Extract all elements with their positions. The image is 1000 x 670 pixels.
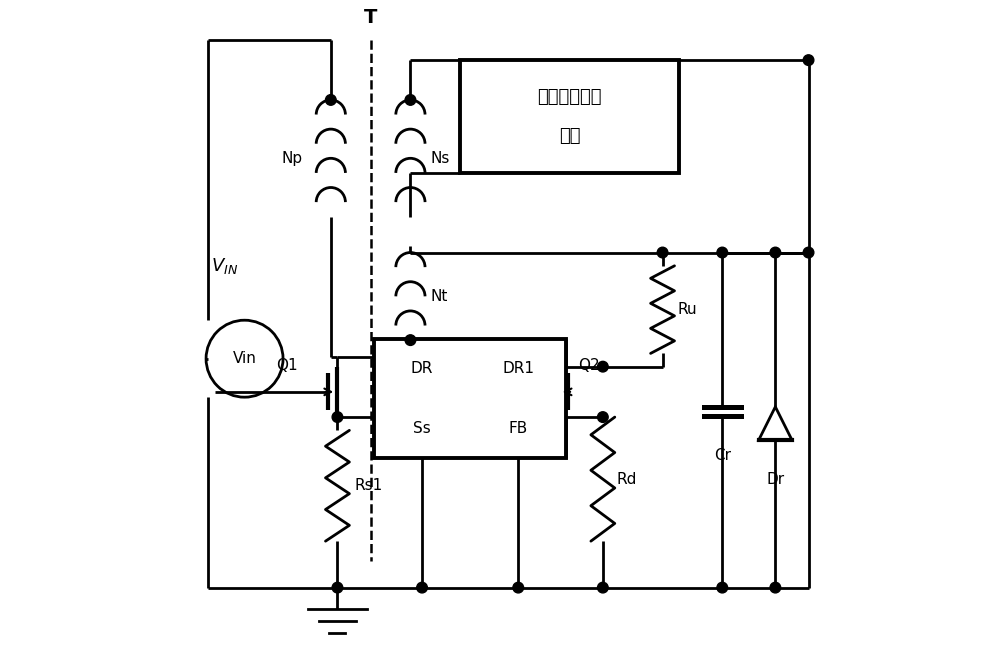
Text: $V_{IN}$: $V_{IN}$ <box>211 256 239 276</box>
Text: Cr: Cr <box>714 448 731 464</box>
Circle shape <box>770 582 781 593</box>
Text: FB: FB <box>509 421 528 436</box>
Circle shape <box>803 55 814 66</box>
Circle shape <box>405 94 416 105</box>
Text: DR: DR <box>411 361 433 376</box>
Bar <box>374 339 566 458</box>
Circle shape <box>770 247 781 258</box>
Text: Vin: Vin <box>233 351 256 366</box>
Circle shape <box>598 361 608 372</box>
Circle shape <box>717 582 728 593</box>
Text: Ss: Ss <box>413 421 431 436</box>
Circle shape <box>332 412 343 422</box>
Bar <box>460 60 679 173</box>
Text: Rs1: Rs1 <box>354 478 382 493</box>
Text: Dr: Dr <box>766 472 784 487</box>
Circle shape <box>332 582 343 593</box>
Circle shape <box>657 247 668 258</box>
Circle shape <box>803 247 814 258</box>
Circle shape <box>325 94 336 105</box>
Text: DR1: DR1 <box>502 361 534 376</box>
Circle shape <box>598 412 608 422</box>
Text: T: T <box>364 8 377 27</box>
Text: Nt: Nt <box>430 289 448 304</box>
Circle shape <box>717 247 728 258</box>
Text: 部分: 部分 <box>559 127 580 145</box>
Circle shape <box>417 582 427 593</box>
Text: Q2: Q2 <box>578 358 600 373</box>
Text: Rd: Rd <box>616 472 636 486</box>
Text: Ru: Ru <box>677 302 697 317</box>
Text: Np: Np <box>282 151 303 165</box>
Text: 付边输出电路: 付边输出电路 <box>537 88 602 106</box>
Text: Q1: Q1 <box>276 358 298 373</box>
Polygon shape <box>759 407 792 440</box>
Circle shape <box>513 582 524 593</box>
Circle shape <box>405 335 416 346</box>
Circle shape <box>598 582 608 593</box>
Text: Ns: Ns <box>430 151 450 165</box>
